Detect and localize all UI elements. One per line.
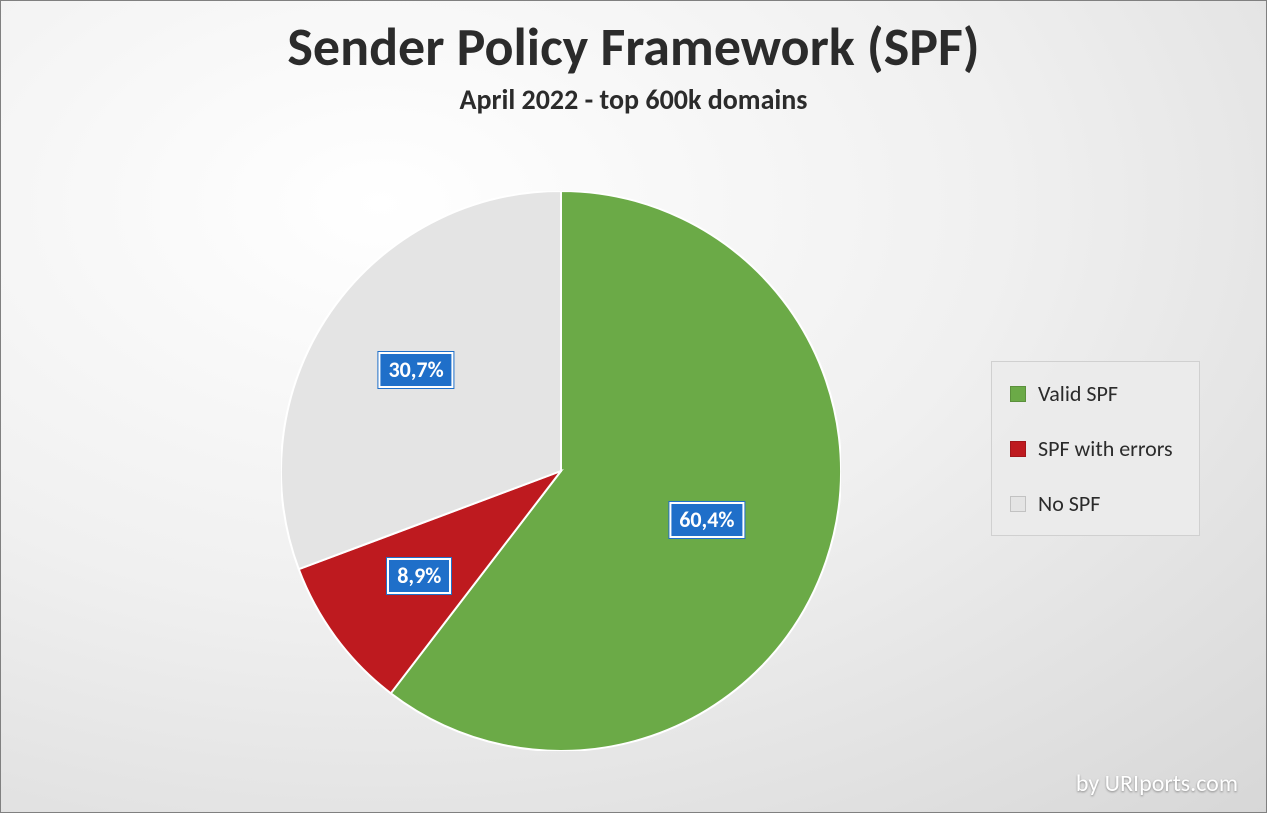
legend-item-valid-spf: Valid SPF — [1010, 380, 1173, 407]
legend-item-spf-with-errors: SPF with errors — [1010, 435, 1173, 462]
chart-frame: Sender Policy Framework (SPF) April 2022… — [0, 0, 1267, 813]
pie-label-valid-spf: 60,4% — [669, 502, 744, 538]
legend-swatch-icon — [1010, 386, 1026, 402]
legend-label: No SPF — [1038, 490, 1100, 517]
legend-label: Valid SPF — [1038, 380, 1118, 407]
pie-chart: 60,4% 8,9% 30,7% — [281, 191, 841, 751]
attribution-text: by URIports.com — [1076, 769, 1238, 798]
chart-subtitle: April 2022 - top 600k domains — [1, 82, 1266, 117]
legend-swatch-icon — [1010, 496, 1026, 512]
pie-label-spf-with-errors: 8,9% — [387, 558, 451, 594]
pie-svg — [281, 191, 841, 751]
legend-swatch-icon — [1010, 441, 1026, 457]
legend: Valid SPF SPF with errors No SPF — [991, 361, 1200, 536]
chart-title: Sender Policy Framework (SPF) — [1, 19, 1266, 76]
legend-item-no-spf: No SPF — [1010, 490, 1173, 517]
pie-label-no-spf: 30,7% — [378, 352, 453, 388]
legend-label: SPF with errors — [1038, 435, 1173, 462]
